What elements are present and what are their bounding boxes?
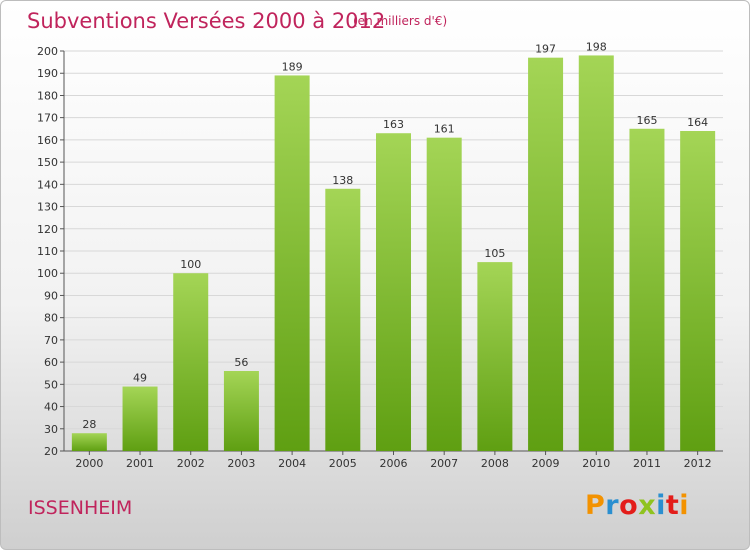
y-tick-label: 150 <box>37 156 58 169</box>
x-tick-label: 2003 <box>227 457 255 470</box>
y-tick-label: 40 <box>44 401 58 414</box>
x-tick-label: 2006 <box>380 457 408 470</box>
y-tick-label: 90 <box>44 289 58 302</box>
logo-letter: r <box>605 490 620 521</box>
y-tick-label: 160 <box>37 134 58 147</box>
logo-letter: x <box>638 490 657 521</box>
value-label: 164 <box>687 116 708 129</box>
y-tick-label: 20 <box>44 445 58 458</box>
x-tick-label: 2000 <box>75 457 103 470</box>
bar-2010 <box>578 55 614 451</box>
x-tick-label: 2012 <box>684 457 712 470</box>
logo-letter: t <box>665 490 680 521</box>
value-label: 189 <box>282 60 303 73</box>
y-tick-label: 200 <box>37 45 58 58</box>
bar-2001 <box>122 386 158 451</box>
axes: 20 30 40 50 60 70 80 90 100 110 120 130 140 150 160 170… <box>37 45 723 470</box>
bar-2009 <box>528 57 564 452</box>
y-tick-label: 60 <box>44 356 58 369</box>
x-tick-label: 2011 <box>633 457 661 470</box>
logo-letter: P <box>585 490 606 521</box>
x-tick-label: 2001 <box>126 457 154 470</box>
logo-letter: o <box>619 490 639 521</box>
value-label: 138 <box>332 174 353 187</box>
value-label: 198 <box>586 40 607 53</box>
value-label: 49 <box>133 372 147 385</box>
bars <box>71 55 716 452</box>
y-tick-label: 80 <box>44 312 58 325</box>
logo-letter: i <box>679 490 690 521</box>
value-label: 100 <box>180 258 201 271</box>
x-tick-label: 2007 <box>430 457 458 470</box>
y-tick-label: 130 <box>37 201 58 214</box>
y-tick-label: 110 <box>37 245 58 258</box>
y-tick-label: 170 <box>37 112 58 125</box>
bar-2004 <box>274 75 310 451</box>
x-tick-label: 2005 <box>329 457 357 470</box>
commune-name: ISSENHEIM <box>28 497 133 519</box>
x-tick-label: 2009 <box>532 457 560 470</box>
bar-2006 <box>376 133 411 451</box>
y-tick-label: 50 <box>44 378 58 391</box>
bar-2011 <box>629 128 665 451</box>
x-tick-label: 2010 <box>582 457 610 470</box>
bar-2002 <box>173 273 209 451</box>
x-tick-label: 2004 <box>278 457 306 470</box>
y-tick-label: 140 <box>37 178 58 191</box>
y-tick-label: 180 <box>37 89 58 102</box>
value-label: 163 <box>383 118 404 131</box>
value-label: 28 <box>82 418 96 431</box>
value-label: 56 <box>234 356 248 369</box>
x-tick-label: 2002 <box>177 457 205 470</box>
proxiti-logo: Proxiti <box>585 490 689 521</box>
x-tick-label: 2008 <box>481 457 509 470</box>
labels: 28 49 100 56 189 138 163 161 105 197 198 165 164 <box>82 40 708 431</box>
bar-2005 <box>325 188 361 451</box>
value-label: 197 <box>535 43 556 56</box>
value-label: 161 <box>434 123 455 136</box>
bar-2003 <box>223 371 259 451</box>
bar-2012 <box>680 131 716 451</box>
value-label: 165 <box>636 114 657 127</box>
bar-2007 <box>426 137 462 451</box>
y-tick-label: 190 <box>37 67 58 80</box>
value-label: 105 <box>484 247 505 260</box>
y-tick-label: 120 <box>37 223 58 236</box>
y-tick-label: 100 <box>37 267 58 280</box>
y-tick-label: 70 <box>44 334 58 347</box>
y-tick-label: 30 <box>44 423 58 436</box>
unit-note: (en milliers d'€) <box>353 14 448 28</box>
logo-letter: i <box>656 490 666 521</box>
bar-2008 <box>477 262 513 451</box>
chart-title: Subventions Versées 2000 à 2012 <box>27 9 386 33</box>
bar-2000 <box>71 433 107 451</box>
